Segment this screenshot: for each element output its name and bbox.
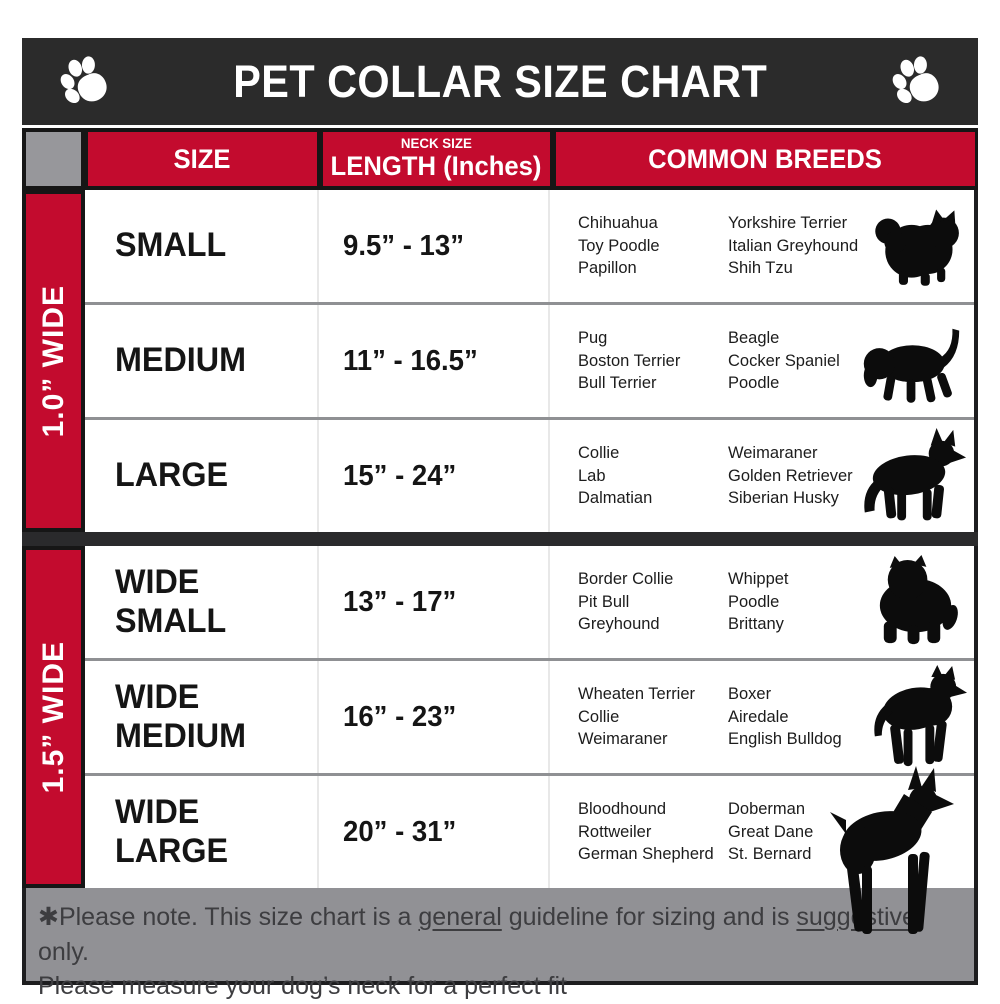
- breed-list-2: Whippet Poodle Brittany: [728, 569, 789, 634]
- breed-list-2: Yorkshire Terrier Italian Greyhound Shih…: [728, 213, 859, 278]
- group-1-rows: SMALL 9.5” - 13” Chihuahua Toy Poodle Pa…: [85, 190, 978, 532]
- group-1-inch-wide: 1.0” WIDE SMALL 9.5” - 13” Chihuahua Toy…: [22, 190, 978, 532]
- asterisk-glyph: ✱: [38, 903, 59, 931]
- width-band-1.5: 1.5” WIDE: [22, 546, 85, 888]
- pet-collar-size-chart: PET COLLAR SIZE CHART SIZE NECK SIZE LEN…: [22, 38, 978, 1000]
- width-band-label: 1.5” WIDE: [36, 640, 70, 794]
- pitbull-dog-icon: [856, 663, 970, 771]
- table-row-large: LARGE 15” - 24” Collie Lab Dalmatian Wei…: [85, 417, 974, 532]
- neck-range: 20” - 31”: [343, 815, 457, 848]
- size-label: WIDE LARGE: [115, 792, 229, 870]
- breed-list-1: Pug Boston Terrier Bull Terrier: [578, 328, 681, 393]
- column-header-breeds: COMMON BREEDS: [553, 128, 978, 190]
- neck-size-sublabel: NECK SIZE: [401, 135, 472, 152]
- disclaimer-text: ✱Please note. This size chart is a gener…: [38, 900, 960, 1004]
- table-row-small: SMALL 9.5” - 13” Chihuahua Toy Poodle Pa…: [85, 190, 974, 302]
- neck-range: 15” - 24”: [343, 459, 457, 492]
- column-header-size: SIZE: [85, 128, 320, 190]
- bulldog-dog-icon: [864, 554, 968, 650]
- length-label: LENGTH (Inches): [331, 150, 542, 181]
- breed-list-1: Collie Lab Dalmatian: [578, 443, 653, 508]
- breed-list-1: Wheaten Terrier Collie Weimaraner: [578, 684, 696, 749]
- neck-range: 11” - 16.5”: [343, 344, 478, 377]
- underlined-word: general: [418, 903, 502, 931]
- neck-range: 16” - 23”: [343, 700, 457, 733]
- paw-print-icon: [51, 51, 118, 113]
- size-label: WIDE MEDIUM: [115, 677, 246, 755]
- pomeranian-dog-icon: [868, 204, 968, 288]
- size-table: SIZE NECK SIZE LENGTH (Inches) COMMON BR…: [22, 128, 978, 1000]
- footer-note-bar: ✱Please note. This size chart is a gener…: [22, 888, 978, 1000]
- paw-print-icon: [883, 51, 950, 113]
- breed-list-1: Border Collie Pit Bull Greyhound: [578, 569, 674, 634]
- breed-list-2: Beagle Cocker Spaniel Poodle: [728, 328, 840, 393]
- table-row-wide-medium: WIDE MEDIUM 16” - 23” Wheaten Terrier Co…: [85, 658, 974, 773]
- neck-range: 9.5” - 13”: [343, 229, 464, 262]
- beagle-dog-icon: [856, 317, 968, 405]
- table-row-wide-small: WIDE SMALL 13” - 17” Border Collie Pit B…: [85, 546, 974, 658]
- column-header-length: NECK SIZE LENGTH (Inches): [320, 128, 553, 190]
- corner-cell: [22, 128, 85, 190]
- table-row-wide-large: WIDE LARGE 20” - 31” Bloodhound Rottweil…: [85, 766, 974, 934]
- breed-list-1: Chihuahua Toy Poodle Papillon: [578, 213, 660, 278]
- size-label: SMALL: [115, 226, 227, 265]
- width-band-label: 1.0” WIDE: [36, 284, 70, 438]
- breed-list-1: Bloodhound Rottweiler German Shepherd: [578, 799, 714, 864]
- column-header-row: SIZE NECK SIZE LENGTH (Inches) COMMON BR…: [22, 128, 978, 190]
- breed-list-2: Doberman Great Dane St. Bernard: [728, 799, 814, 864]
- page-title: PET COLLAR SIZE CHART: [232, 55, 768, 107]
- neck-range: 13” - 17”: [343, 585, 457, 618]
- group-1.5-inch-wide: 1.5” WIDE WIDE SMALL 13” - 17” Border Co…: [22, 546, 978, 934]
- breed-list-2: Boxer Airedale English Bulldog: [728, 684, 842, 749]
- size-label: LARGE: [115, 456, 229, 495]
- breed-list-2: Weimaraner Golden Retriever Siberian Hus…: [728, 443, 853, 508]
- group-2-rows: WIDE SMALL 13” - 17” Border Collie Pit B…: [85, 546, 978, 934]
- size-label: WIDE SMALL: [115, 562, 227, 640]
- title-bar: PET COLLAR SIZE CHART: [22, 38, 978, 125]
- disclaimer-line2: Please measure your dog’s neck for a per…: [38, 972, 567, 1000]
- table-row-medium: MEDIUM 11” - 16.5” Pug Boston Terrier Bu…: [85, 302, 974, 417]
- size-label: MEDIUM: [115, 341, 246, 380]
- german-shepherd-dog-icon: [852, 426, 970, 526]
- group-divider: [22, 532, 978, 546]
- doberman-dog-icon: [816, 764, 966, 950]
- width-band-1.0: 1.0” WIDE: [22, 190, 85, 532]
